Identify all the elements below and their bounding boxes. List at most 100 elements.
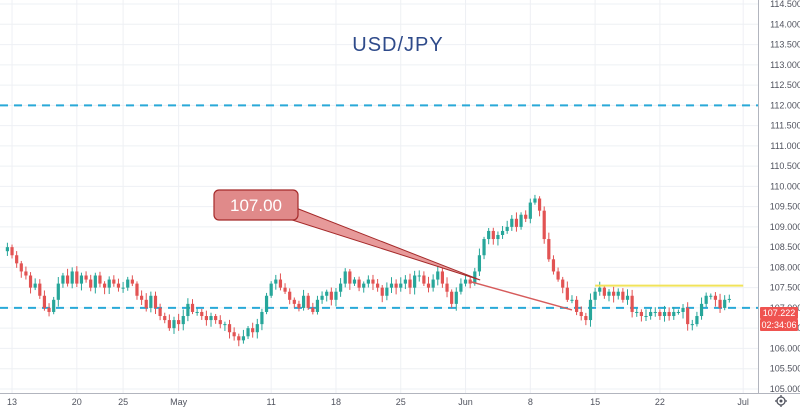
candle-body [403, 279, 407, 284]
candle-body [70, 271, 74, 284]
candle-body [551, 259, 556, 272]
candle-body [621, 291, 625, 300]
candle-body [709, 295, 713, 297]
candle-body [288, 291, 292, 300]
candle-body [510, 218, 514, 227]
x-tick-label: 18 [331, 397, 341, 407]
candle-body [607, 291, 611, 296]
y-tick-label: 106.000 [770, 343, 800, 353]
y-tick-label: 105.000 [770, 384, 800, 394]
candle-body [547, 239, 551, 260]
candle-body [89, 279, 93, 288]
candle-body [348, 271, 352, 284]
candle-body [718, 299, 722, 308]
candle-body [75, 271, 79, 284]
x-tick-label: Jun [458, 397, 473, 407]
y-tick-label: 113.500 [770, 40, 800, 50]
candle-body [190, 303, 195, 312]
candle-body [491, 230, 495, 240]
candle-body [667, 311, 671, 317]
candle-body [408, 279, 412, 288]
candle-body [241, 336, 246, 341]
candle-body [431, 279, 435, 288]
candle-body [195, 311, 199, 313]
candle-body [301, 295, 306, 308]
candle-body [334, 291, 338, 300]
y-tick-label: 114.500 [770, 0, 800, 9]
y-tick-label: 111.500 [770, 121, 800, 131]
candle-body [186, 303, 190, 317]
candle-body [47, 307, 51, 312]
candle-body [5, 247, 10, 252]
candle-body [704, 295, 708, 304]
candle-body [232, 332, 236, 337]
candle-body [500, 230, 505, 235]
candle-body [528, 202, 532, 219]
candle-body [158, 307, 162, 317]
candle-body [644, 316, 648, 318]
candle-body [422, 275, 426, 284]
candle-body [362, 283, 366, 288]
candle-body [98, 275, 102, 284]
candle-body [417, 275, 421, 277]
candle-body [690, 324, 694, 326]
candle-body [163, 316, 167, 321]
candle-body [311, 307, 315, 312]
y-tick-label: 105.500 [770, 364, 800, 374]
y-tick-label: 110.000 [770, 181, 800, 191]
x-tick-label: 13 [7, 397, 17, 407]
candle-body [325, 291, 329, 296]
candle-body [713, 295, 718, 300]
candle-body [625, 295, 630, 300]
candle-body [440, 271, 444, 284]
candle-body [695, 316, 699, 325]
x-tick-label: 25 [118, 397, 128, 407]
candle-body [269, 283, 273, 296]
candle-body [338, 283, 343, 292]
callout-box [213, 189, 299, 221]
y-tick-label: 111.000 [770, 141, 800, 151]
candle-body [33, 283, 37, 288]
x-tick-label: 25 [396, 397, 406, 407]
candle-body [542, 210, 546, 240]
candle-body [10, 247, 14, 256]
candle-body [570, 299, 574, 301]
candle-body [616, 291, 620, 296]
candle-body [79, 275, 84, 284]
candle-body [445, 283, 449, 292]
x-tick-label: 8 [528, 397, 533, 407]
candle-body [315, 299, 320, 312]
candle-body [584, 316, 588, 321]
trend-line [469, 280, 573, 311]
candle-body [389, 283, 394, 288]
candle-body [320, 295, 324, 300]
settings-gear-icon[interactable] [775, 395, 787, 407]
candle-body [126, 279, 130, 288]
y-tick-label: 114.000 [770, 19, 800, 29]
candle-body [593, 291, 597, 300]
candle-body [482, 239, 486, 256]
candle-body [24, 271, 28, 276]
candle-body [283, 287, 287, 292]
x-tick-label: 11 [267, 397, 276, 407]
candle-body [121, 287, 125, 289]
candle-body [112, 279, 116, 284]
candle-body [681, 307, 685, 312]
candle-body [177, 320, 181, 325]
candle-body [84, 275, 88, 280]
candle-body [209, 316, 213, 321]
candle-body [524, 214, 528, 219]
candle-body [218, 320, 222, 325]
candle-body [426, 283, 431, 288]
countdown-label: 02:34:06 [761, 320, 796, 330]
candle-body [635, 311, 639, 313]
candle-body [459, 283, 463, 292]
candle-body [413, 275, 417, 288]
y-tick-label: 109.000 [770, 222, 800, 232]
candle-body [394, 283, 398, 288]
candle-body [61, 275, 65, 284]
candle-body [135, 283, 139, 296]
candle-body [487, 230, 491, 240]
candle-body [699, 303, 704, 317]
